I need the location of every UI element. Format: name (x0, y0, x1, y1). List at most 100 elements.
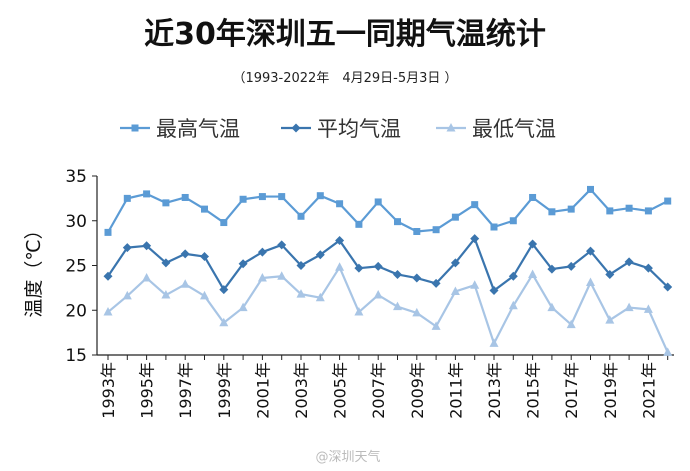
data-point (586, 277, 595, 287)
data-point (489, 338, 499, 347)
data-point (643, 263, 653, 273)
data-point (239, 195, 247, 203)
data-point (644, 207, 652, 215)
data-point (412, 307, 422, 317)
data-point (103, 307, 113, 316)
legend-marker (446, 123, 456, 132)
data-point (257, 247, 267, 257)
data-point (277, 240, 287, 250)
data-point (142, 241, 152, 251)
x-tick-label: 2001年 (253, 362, 272, 419)
legend-entry: 最低气温 (436, 117, 556, 141)
data-point (567, 205, 575, 213)
data-point (625, 204, 633, 212)
data-point (624, 302, 634, 312)
data-point (606, 207, 614, 215)
data-point (103, 271, 113, 281)
chart-title: 近30年深圳五一同期气温统计 (144, 17, 546, 52)
y-tick-label: 15 (65, 346, 87, 366)
data-point (663, 347, 673, 356)
data-point (238, 302, 248, 312)
data-point (200, 252, 209, 262)
data-point (336, 200, 344, 208)
y-tick-label: 35 (65, 167, 87, 187)
axes: 15 20 25 30 35 1993年 1995年 1997年 1999年 2001年 2003年… (65, 167, 674, 419)
data-point (413, 227, 421, 235)
data-point (161, 290, 171, 299)
x-tick-label: 1993年 (99, 362, 118, 419)
x-tick-label: 2011年 (446, 362, 465, 419)
data-point (296, 289, 306, 298)
x-tick-label: 2013年 (485, 362, 504, 419)
data-point (547, 302, 557, 312)
x-tick-label: 1997年 (176, 362, 195, 419)
data-point (354, 307, 364, 316)
data-point (354, 263, 364, 273)
series-line (107, 266, 669, 353)
series-line (107, 237, 669, 292)
x-tick-label: 2015年 (524, 362, 543, 419)
data-point (316, 192, 324, 200)
data-point (528, 239, 538, 249)
data-point (508, 271, 518, 281)
data-point (431, 321, 441, 330)
data-point (393, 301, 402, 311)
data-point (123, 194, 131, 202)
data-point (566, 261, 576, 271)
data-point (490, 223, 498, 231)
legend-label: 最高气温 (156, 117, 240, 141)
data-point (393, 269, 402, 279)
data-point (142, 273, 152, 282)
data-point (220, 219, 228, 227)
data-point (143, 190, 151, 198)
data-point (450, 286, 460, 295)
data-point (451, 213, 459, 221)
x-tick-label: 2017年 (562, 362, 581, 419)
legend-label: 平均气温 (317, 117, 401, 141)
y-tick-label: 30 (65, 212, 87, 232)
data-point (605, 315, 615, 324)
data-point (374, 198, 382, 206)
data-point (586, 246, 595, 256)
legend-label: 最低气温 (472, 117, 556, 141)
data-point (258, 193, 266, 201)
data-point (315, 292, 325, 302)
data-point (587, 185, 594, 193)
x-tick-label: 1999年 (215, 362, 234, 419)
data-point (663, 282, 673, 292)
legend-entry: 最高气温 (120, 117, 240, 141)
x-tick-label: 2021年 (639, 362, 658, 419)
data-point (335, 262, 345, 271)
data-point (605, 269, 615, 279)
data-point (373, 290, 383, 299)
x-tick-label: 2003年 (292, 362, 311, 419)
data-point (529, 193, 537, 201)
x-tick-label: 2007年 (369, 362, 388, 419)
data-point (297, 212, 305, 220)
data-point (122, 290, 132, 300)
data-point (412, 273, 422, 283)
data-point (200, 290, 209, 300)
x-tick-label: 2009年 (408, 362, 427, 419)
data-point (201, 205, 208, 213)
data-point (489, 286, 499, 296)
chart-subtitle: （1993-2022年 4月29日-5月3日 ） (232, 71, 457, 86)
data-point (394, 218, 401, 226)
data-point (471, 201, 479, 209)
data-point (122, 243, 132, 253)
data-point (238, 259, 248, 269)
data-point (278, 193, 286, 201)
watermark: @深圳天气 (315, 449, 380, 465)
data-point (508, 300, 518, 310)
data-point (509, 217, 517, 225)
data-point (373, 261, 383, 271)
data-point (566, 319, 576, 329)
y-tick-label: 20 (65, 301, 87, 321)
y-axis-label: 温度（℃） (23, 220, 45, 317)
data-point (643, 304, 653, 313)
x-tick-label: 1995年 (138, 362, 157, 419)
data-point (181, 193, 189, 201)
data-point (431, 278, 441, 288)
data-point (664, 197, 672, 205)
